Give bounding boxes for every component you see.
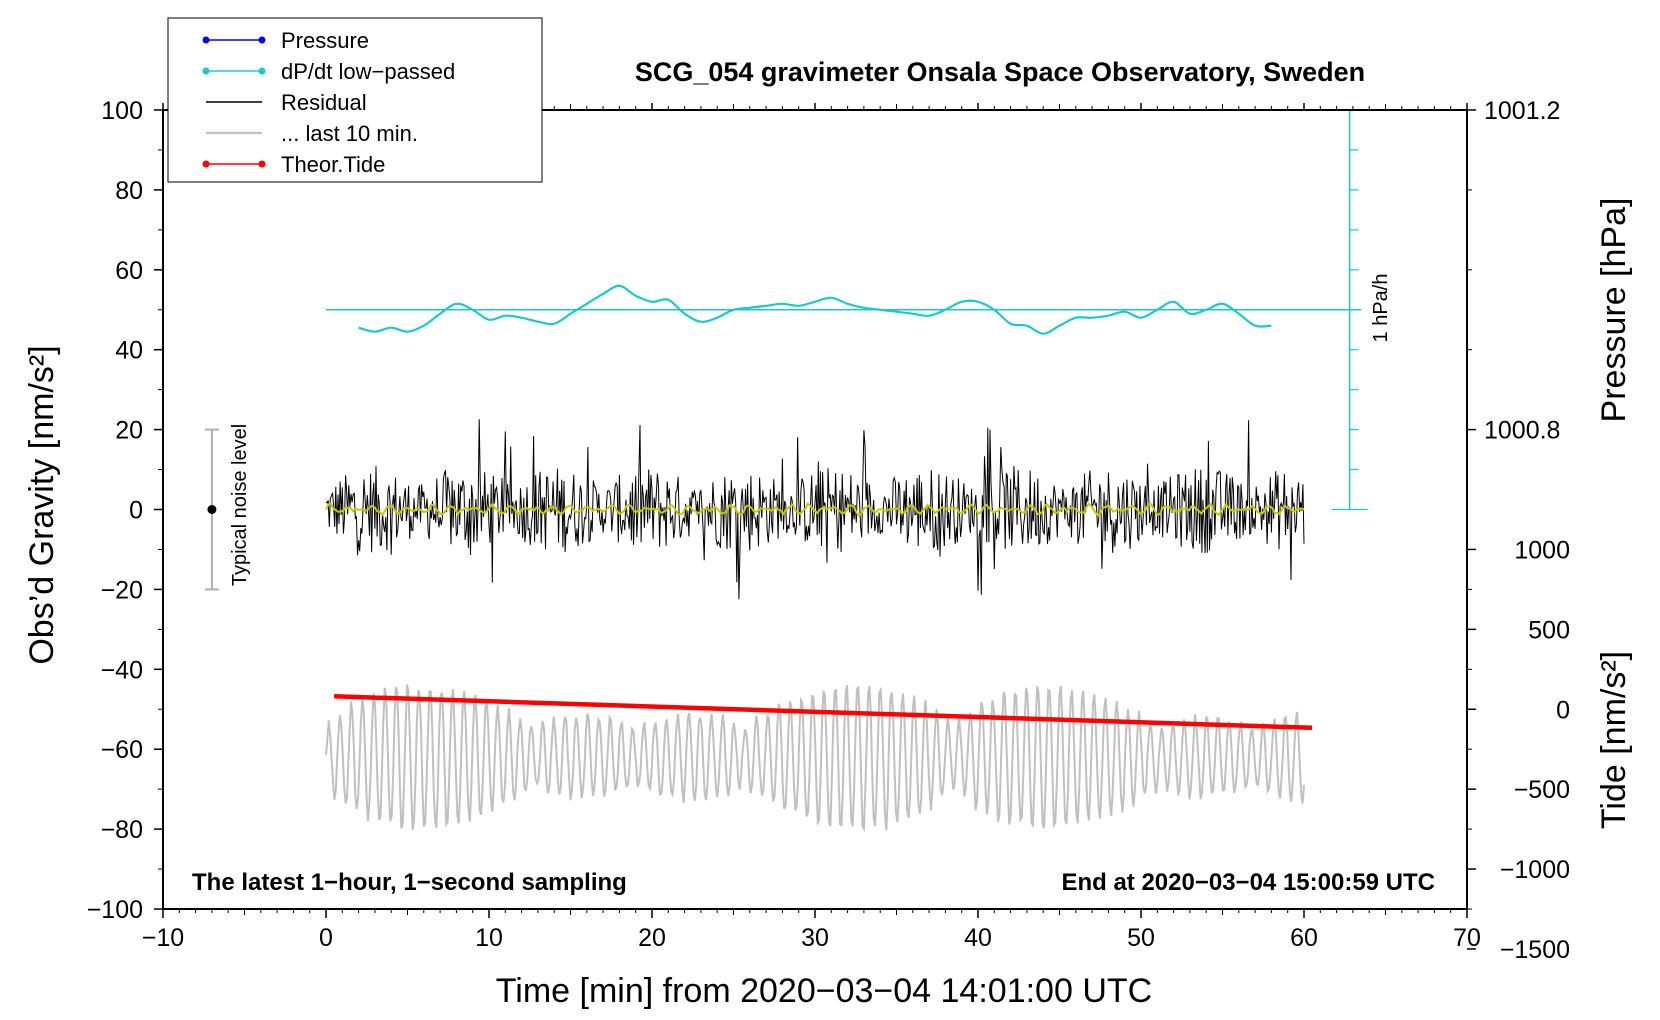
y-axis-title-pressure: Pressure [hPa] (1595, 198, 1633, 423)
y-tick-label: 80 (115, 177, 143, 205)
legend-marker (202, 67, 210, 75)
tide-tick-label: −1000 (1500, 856, 1570, 884)
y-tick-label: 100 (101, 97, 143, 125)
y-tick-label: −40 (101, 656, 143, 684)
plot-layer (204, 109, 1368, 833)
y-axis-title-tide: Tide [nm/s²] (1595, 651, 1633, 829)
x-tick-label: 10 (475, 924, 503, 952)
pressure-tick-label: 1000.8 (1484, 417, 1560, 445)
legend-marker (202, 160, 210, 168)
legend-marker (258, 36, 266, 44)
noise-bar-center (207, 505, 217, 514)
tide-tick-label: −500 (1514, 776, 1570, 804)
note-right: End at 2020−03−04 15:00:59 UTC (1061, 869, 1435, 896)
y-tick-label: 40 (115, 337, 143, 365)
legend-label: Residual (281, 90, 367, 115)
x-tick-label: 50 (1127, 924, 1155, 952)
theor-tide-line (334, 694, 1313, 731)
y-tick-label: 20 (115, 417, 143, 445)
y-tick-label: 0 (129, 497, 143, 525)
legend-marker (258, 160, 266, 168)
legend-label: Theor.Tide (281, 152, 385, 177)
x-tick-label: 40 (964, 924, 992, 952)
x-axis-title: Time [min] from 2020−03−04 14:01:00 UTC (496, 972, 1152, 1010)
x-tick-label: 20 (638, 924, 666, 952)
axes-layer: −10 0 10 20 30 40 50 60 70−100−80−60−40−20020406… (87, 97, 1570, 964)
x-tick-label: 70 (1453, 924, 1481, 952)
legend-label: Pressure (281, 28, 369, 53)
chart-title: SCG_054 gravimeter Onsala Space Observat… (635, 57, 1365, 87)
tide-tick-label: −1500 (1500, 936, 1570, 964)
y-tick-label: −100 (87, 896, 143, 924)
dpdt-line (358, 284, 1272, 335)
y-tick-label: −60 (101, 736, 143, 764)
legend-label: dP/dt low−passed (281, 59, 455, 84)
legend-marker (202, 36, 210, 44)
y-tick-label: −20 (101, 576, 143, 604)
noise-label: Typical noise level (229, 424, 251, 586)
note-left: The latest 1−hour, 1−second sampling (192, 869, 627, 896)
dpdt-scale-label: 1 hPa/h (1370, 274, 1392, 343)
y-tick-label: −80 (101, 816, 143, 844)
x-tick-label: 30 (801, 924, 829, 952)
legend-box (167, 17, 543, 183)
tide-tick-label: 500 (1528, 616, 1570, 644)
tide-tick-label: 1000 (1514, 536, 1570, 564)
y-tick-label: 60 (115, 257, 143, 285)
y-axis-title-gravity: Obs’d Gravity [nm/s²] (23, 345, 61, 664)
legend-marker (258, 67, 266, 75)
pressure-tick-label: 1001.2 (1484, 97, 1560, 125)
last-10min-line (325, 684, 1305, 833)
tide-tick-label: 0 (1556, 696, 1570, 724)
x-tick-label: 60 (1290, 924, 1318, 952)
residual-line (325, 419, 1305, 600)
residual-smoothed-line (325, 502, 1305, 518)
legend: Pressure dP/dt low−passed Residual ... last… (167, 17, 543, 183)
legend-label: ... last 10 min. (281, 121, 418, 146)
x-tick-label: 0 (319, 924, 333, 952)
x-tick-label: −10 (142, 924, 184, 952)
